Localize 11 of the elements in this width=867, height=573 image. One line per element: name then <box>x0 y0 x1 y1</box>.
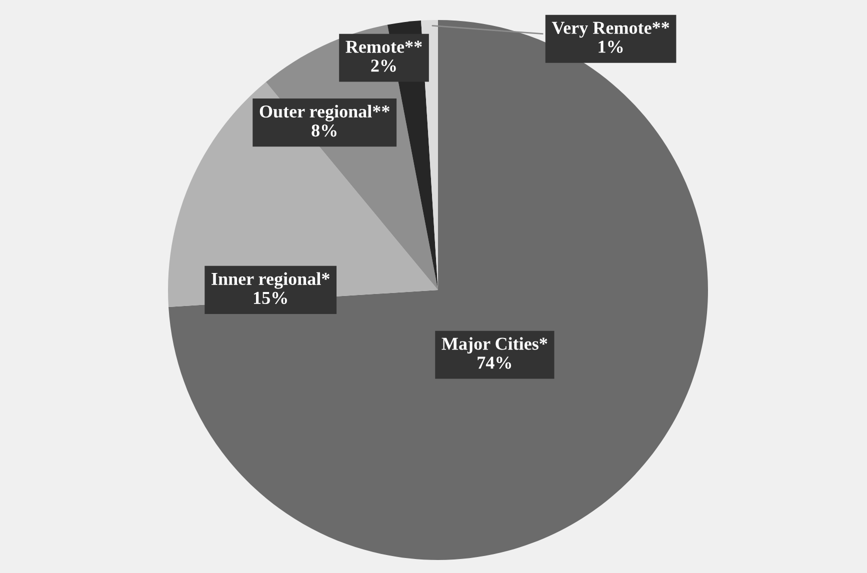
data-label: 74% <box>478 356 512 369</box>
data-label: 1% <box>598 40 623 53</box>
slice-label: Inner regional* <box>212 272 330 289</box>
data-label: 15% <box>254 292 287 304</box>
pie-slice <box>168 20 708 560</box>
slice-label: Outer regional** <box>260 104 390 122</box>
slice-label: Very Remote** <box>552 22 670 38</box>
slice-label: Major Cities* <box>442 337 548 354</box>
slice-label: Remote** <box>346 40 422 53</box>
data-label: 2% <box>371 60 396 72</box>
data-label: 8% <box>312 124 336 137</box>
